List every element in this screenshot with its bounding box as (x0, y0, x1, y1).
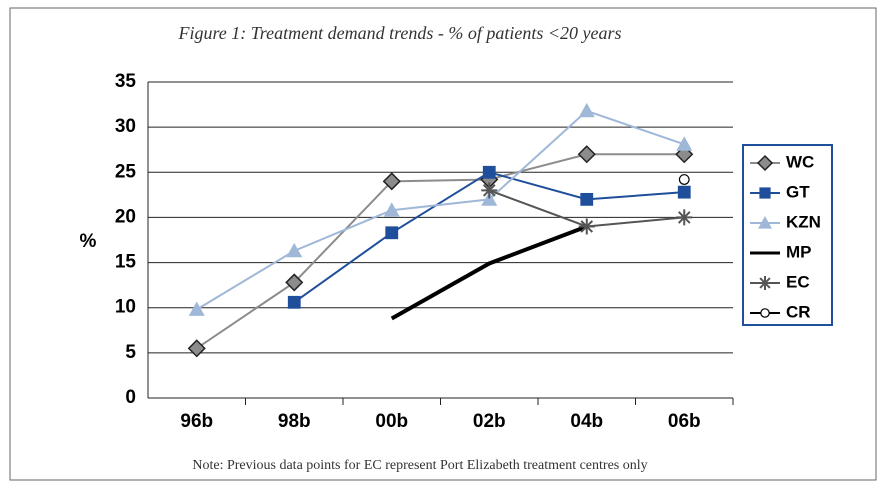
marker (286, 242, 303, 258)
marker (578, 102, 595, 118)
marker (677, 185, 691, 199)
x-tick-label: 96b (180, 411, 213, 432)
y-tick-label: 30 (115, 116, 136, 137)
frame (9, 7, 877, 481)
marker (756, 154, 774, 172)
marker (759, 187, 771, 199)
y-tick-label: 25 (115, 161, 137, 182)
marker (285, 273, 304, 292)
marker (481, 182, 498, 199)
chart-title: Figure 1: Treatment demand trends - % of… (177, 23, 621, 43)
legend-label: WC (786, 152, 814, 171)
legend-label: GT (786, 182, 810, 201)
marker (188, 301, 205, 316)
x-tick-label: 98b (278, 411, 311, 432)
legend-label: CR (786, 302, 811, 321)
marker (758, 216, 772, 229)
y-tick-label: 15 (115, 252, 137, 273)
x-tick-label: 04b (570, 411, 603, 432)
x-tick-label: 00b (375, 411, 408, 432)
marker (187, 339, 206, 358)
legend-box (742, 144, 833, 326)
y-tick-label: 20 (115, 206, 136, 227)
marker (577, 145, 596, 164)
marker (580, 192, 594, 206)
marker (385, 226, 399, 240)
legend-label: MP (786, 242, 812, 261)
y-tick-label: 0 (125, 387, 136, 408)
x-tick-label: 02b (473, 411, 506, 432)
legend-label: EC (786, 272, 810, 291)
series-line (196, 109, 685, 311)
y-tick-label: 5 (125, 342, 136, 363)
y-axis-label: % (80, 231, 97, 252)
marker (482, 165, 496, 179)
y-tick-label: 35 (115, 71, 137, 92)
marker (758, 276, 772, 290)
marker (676, 136, 693, 151)
marker (760, 308, 770, 318)
note: Note: Previous data points for EC repres… (192, 458, 647, 473)
marker (382, 172, 401, 191)
marker (481, 191, 498, 206)
legend-label: KZN (786, 212, 821, 231)
series-line (390, 224, 588, 321)
y-tick-label: 10 (115, 297, 136, 318)
x-tick-label: 06b (668, 411, 701, 432)
marker (676, 209, 693, 226)
series-line (196, 153, 685, 350)
marker (383, 202, 400, 217)
marker (678, 174, 690, 185)
marker (578, 218, 595, 235)
marker (287, 295, 301, 309)
